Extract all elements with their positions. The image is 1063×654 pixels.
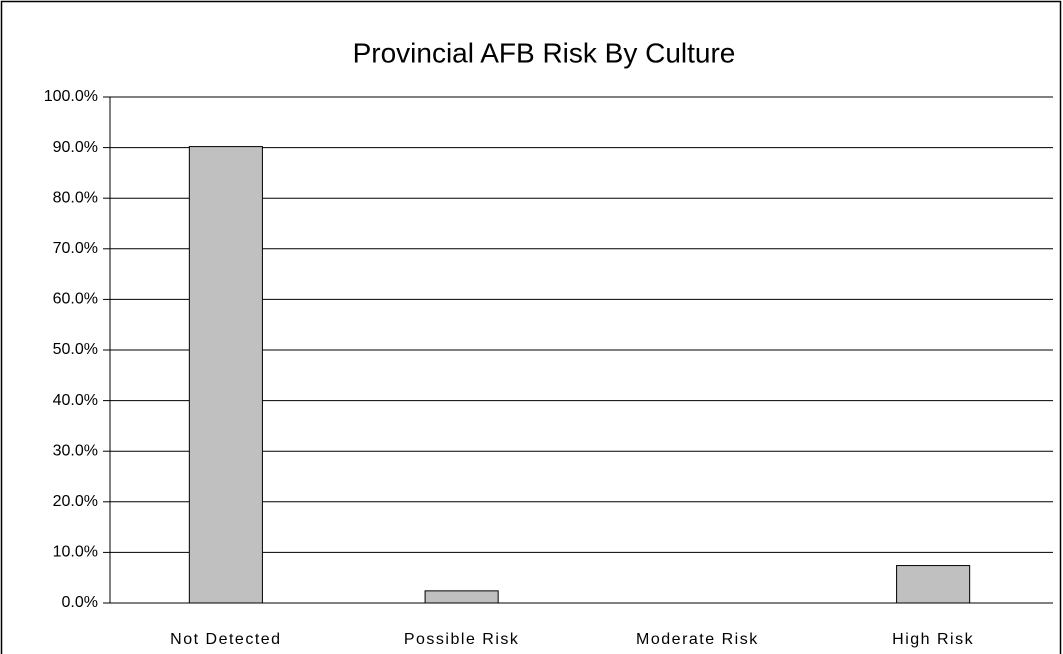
y-tick-label: 100.0% [44, 88, 98, 105]
y-tick-label: 80.0% [53, 189, 98, 206]
y-tick-label: 70.0% [53, 240, 98, 257]
y-tick-label: 40.0% [53, 392, 98, 409]
y-tick-label: 10.0% [53, 544, 98, 561]
chart-title: Provincial AFB Risk By Culture [353, 37, 736, 68]
x-tick-label: Possible Risk [404, 631, 520, 648]
y-tick-label: 0.0% [62, 594, 98, 611]
bar [188, 146, 263, 604]
y-tick-label: 60.0% [53, 291, 98, 308]
y-tick-label: 50.0% [53, 341, 98, 358]
bar [896, 565, 971, 604]
x-tick-label: Moderate Risk [636, 631, 759, 648]
bar [424, 590, 499, 604]
x-tick-label: Not Detected [170, 631, 281, 648]
y-tick-label: 30.0% [53, 442, 98, 459]
y-tick-label: 90.0% [53, 139, 98, 156]
y-tick-label: 20.0% [53, 493, 98, 510]
x-tick-label: High Risk [892, 631, 974, 648]
